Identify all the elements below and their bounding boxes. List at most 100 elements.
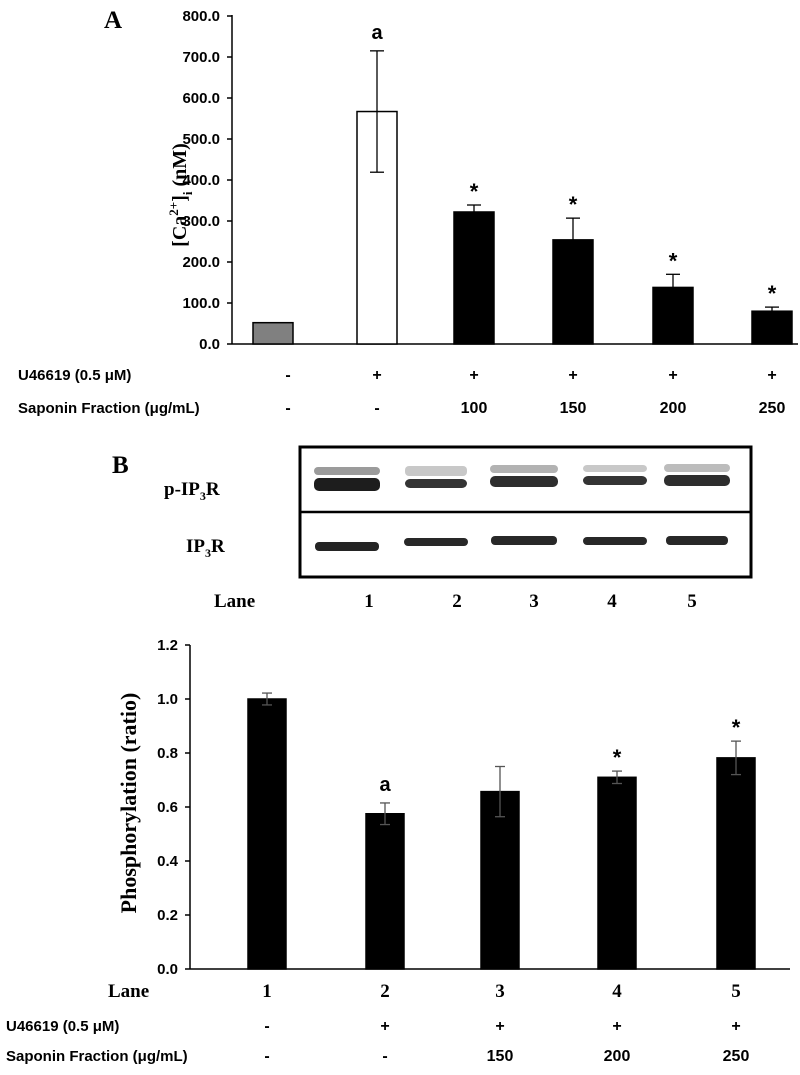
y-tick-label: 700.0 (182, 49, 220, 66)
blot-band-ip3r (583, 537, 647, 545)
treatment-cell: + (568, 367, 577, 384)
chart-a-y-ticks: 0.0 100.0 200.0 300.0 400.0 500.0 600.0 700.0 80… (182, 8, 232, 353)
ip3r-tail: R (211, 536, 225, 557)
y-tick-label: 300.0 (182, 213, 220, 230)
treatment-cell: 250 (723, 1048, 750, 1065)
chart-b-row-values: - + + + + - - 150 200 250 (264, 1018, 749, 1065)
ylabel-a-sub: i (180, 191, 195, 195)
panel-b-letter: B (112, 452, 129, 479)
y-tick-label: 400.0 (182, 172, 220, 189)
bar (453, 211, 495, 345)
treatment-cell: + (668, 367, 677, 384)
blot-bands (314, 464, 730, 551)
treatment-cell: - (374, 400, 379, 417)
blot-band-halo (664, 464, 730, 472)
blot-band-halo (314, 467, 380, 475)
y-tick-label: 0.0 (199, 336, 220, 353)
p-ip3r-main: p-IP (164, 479, 200, 500)
blot-band-p-ip3r (664, 475, 730, 486)
p-ip3r-tail: R (206, 479, 220, 500)
blot-lane-number: 2 (452, 591, 462, 612)
treatment-cell: 200 (660, 400, 687, 417)
treatment-cell: 200 (604, 1048, 631, 1065)
treatment-cell: + (612, 1018, 621, 1035)
ip3r-sub: 3 (205, 546, 211, 560)
p-ip3r-sub: 3 (200, 489, 206, 503)
chart-b-lane-caption: Lane (108, 981, 149, 1002)
bar (652, 286, 694, 345)
panel-a-letter: A (104, 7, 122, 34)
y-tick-label: 0.6 (157, 799, 178, 816)
y-tick-label: 0.4 (157, 853, 179, 870)
blot-band-ip3r (315, 542, 379, 551)
blot-lane-number: 1 (364, 591, 374, 612)
treatment-cell: + (380, 1018, 389, 1035)
blot-band-p-ip3r (490, 476, 558, 487)
blot-band-ip3r (404, 538, 468, 546)
treatment-cell: - (285, 367, 290, 384)
chart-b-error-bars (262, 692, 741, 826)
chart-a-error-bars (370, 50, 779, 316)
blot-lane-number: 5 (687, 591, 697, 612)
y-tick-label: 1.2 (157, 637, 178, 654)
treatment-cell: + (767, 367, 776, 384)
blot-lane-numbers: 1 2 3 4 5 (364, 591, 697, 612)
chart-a-treatment-table: U46619 (0.5 μM) Saponin Fraction (μg/mL)… (18, 367, 785, 417)
bar (716, 757, 756, 970)
row-saponin-label-b: Saponin Fraction (μg/mL) (6, 1048, 188, 1065)
y-tick-label: 0.8 (157, 745, 178, 762)
treatment-cell: 150 (560, 400, 587, 417)
lane-number: 5 (731, 981, 741, 1002)
significance-letter: a (379, 774, 391, 796)
chart-a-annotations: a * * * * (371, 22, 776, 306)
chart-a-bars (252, 110, 793, 345)
panel-a: A 0.0 100.0 200.0 300.0 400.0 500.0 600.0 700.0… (18, 7, 798, 417)
treatment-cell: - (382, 1048, 387, 1065)
treatment-cell: + (372, 367, 381, 384)
significance-star: * (613, 745, 622, 770)
y-tick-label: 600.0 (182, 90, 220, 107)
treatment-cell: + (469, 367, 478, 384)
chart-b-annotations: a * * (379, 715, 740, 796)
treatment-cell: 100 (461, 400, 488, 417)
treatment-cell: - (264, 1018, 269, 1035)
ylabel-a-main: [Ca (169, 216, 191, 247)
row-saponin-label-a: Saponin Fraction (μg/mL) (18, 400, 200, 417)
significance-star: * (732, 715, 741, 740)
ylabel-a-close: ] (169, 195, 191, 202)
blot-row-label-p-ip3r: p-IP3R (164, 479, 220, 503)
lane-number: 4 (612, 981, 622, 1002)
blot-lane-number: 3 (529, 591, 539, 612)
y-tick-label: 800.0 (182, 8, 220, 25)
row-u46619-label-a: U46619 (0.5 μM) (18, 367, 131, 384)
treatment-cell: - (285, 400, 290, 417)
bar (365, 813, 405, 970)
lane-number: 3 (495, 981, 505, 1002)
significance-star: * (768, 281, 777, 306)
blot-lane-caption: Lane (214, 591, 255, 612)
treatment-cell: 250 (759, 400, 786, 417)
chart-b-y-ticks: 0.0 0.2 0.4 0.6 0.8 1.0 1.2 (157, 637, 190, 978)
chart-a-ylabel: [Ca2+]i (nM) (166, 143, 195, 247)
bar (597, 776, 637, 970)
treatment-cell: + (495, 1018, 504, 1035)
blot-band-p-ip3r (583, 476, 647, 485)
ylabel-a-sup: 2+ (166, 202, 181, 216)
ylabel-a-tail: (nM) (169, 143, 191, 191)
bar (247, 698, 287, 970)
chart-a-row-values: - + + + + + - - 100 150 200 250 (285, 367, 785, 417)
chart-b-ylabel: Phosphorylation (ratio) (116, 693, 141, 914)
bar (480, 790, 520, 970)
bar (751, 310, 793, 345)
treatment-cell: 150 (487, 1048, 514, 1065)
lane-number: 1 (262, 981, 272, 1002)
significance-star: * (669, 248, 678, 273)
blot-band-p-ip3r (405, 479, 467, 488)
chart-b-bars (247, 698, 756, 970)
blot-band-halo (405, 466, 467, 476)
treatment-cell: - (264, 1048, 269, 1065)
y-tick-label: 0.2 (157, 907, 178, 924)
